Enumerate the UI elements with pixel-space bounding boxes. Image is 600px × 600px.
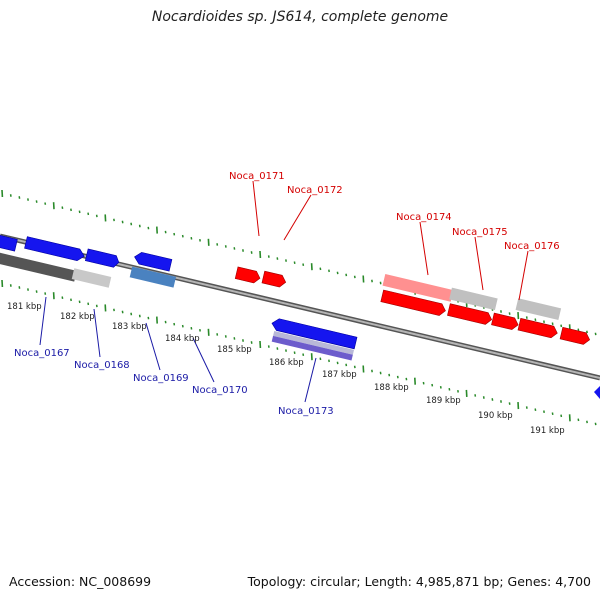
gene-label[interactable]: Noca_0167 xyxy=(14,348,70,359)
gene-label[interactable]: Noca_0175 xyxy=(452,227,508,238)
tick-row-lower xyxy=(1,279,597,426)
gene-arrow-red[interactable] xyxy=(559,326,591,345)
kbp-label: 187 kbp xyxy=(322,370,357,380)
genome-summary-text: Topology: circular; Length: 4,985,871 bp… xyxy=(247,574,591,589)
gene-arrow-red[interactable] xyxy=(491,312,519,331)
label-leaders-bottom xyxy=(39,296,317,403)
gene-label[interactable]: Noca_0168 xyxy=(74,360,130,371)
gene-arrow-red[interactable] xyxy=(234,266,261,284)
kbp-label: 184 kbp xyxy=(165,334,200,344)
gene-bar-steelblue[interactable] xyxy=(129,266,177,288)
kbp-label: 189 kbp xyxy=(426,396,461,406)
gene-label[interactable]: Noca_0174 xyxy=(396,212,452,223)
kbp-label: 183 kbp xyxy=(112,322,147,332)
gene-bar-light[interactable] xyxy=(71,268,112,288)
gene-bar-light[interactable] xyxy=(273,330,355,355)
gene-bar-light[interactable] xyxy=(449,287,498,311)
gene-label[interactable]: Noca_0171 xyxy=(229,171,285,182)
gene-arrow-red[interactable] xyxy=(447,303,493,326)
gene-label[interactable]: Noca_0176 xyxy=(504,241,560,252)
gene-arrow-red[interactable] xyxy=(261,270,287,288)
kbp-label: 182 kbp xyxy=(60,312,95,322)
gene-label[interactable]: Noca_0170 xyxy=(192,385,248,396)
gene-arrow-blue[interactable] xyxy=(0,233,18,252)
gene-bar-purple[interactable] xyxy=(271,335,353,361)
kbp-labels: 181 kbp 182 kbp 183 kbp 184 kbp 185 kbp … xyxy=(7,302,565,436)
gene-track xyxy=(0,233,591,361)
gene-arrow-blue[interactable] xyxy=(271,317,358,350)
kbp-label: 185 kbp xyxy=(217,345,252,355)
gene-label[interactable]: Noca_0172 xyxy=(287,185,343,196)
kbp-label: 188 kbp xyxy=(374,383,409,393)
kbp-label: 186 kbp xyxy=(269,358,304,368)
gene-label[interactable]: Noca_0169 xyxy=(133,373,189,384)
label-leaders-top xyxy=(252,180,529,301)
gene-bar-dark[interactable] xyxy=(0,249,77,282)
page-title: Nocardioides sp. JS614, complete genome xyxy=(151,9,449,25)
accession-text: Accession: NC_008699 xyxy=(9,574,152,589)
tick-row-upper xyxy=(1,189,597,336)
gene-arrow-blue[interactable] xyxy=(84,248,120,268)
gene-bar-light[interactable] xyxy=(515,298,562,321)
gene-bar-pink[interactable] xyxy=(382,273,454,302)
gene-arrow-red[interactable] xyxy=(517,317,559,339)
gene-arrow-blue[interactable] xyxy=(133,251,173,272)
gene-arrow-blue[interactable] xyxy=(594,386,600,399)
kbp-label: 181 kbp xyxy=(7,302,42,312)
gene-labels-bottom: Noca_0167 Noca_0168 Noca_0169 Noca_0170 … xyxy=(14,348,334,417)
gene-arrow-red[interactable] xyxy=(380,289,447,317)
gene-labels-top: Noca_0171 Noca_0172 Noca_0174 Noca_0175 … xyxy=(229,171,560,252)
kbp-label: 191 kbp xyxy=(530,426,565,436)
gene-arrow-blue[interactable] xyxy=(24,236,86,262)
kbp-label: 190 kbp xyxy=(478,411,513,421)
gene-label[interactable]: Noca_0173 xyxy=(278,406,334,417)
